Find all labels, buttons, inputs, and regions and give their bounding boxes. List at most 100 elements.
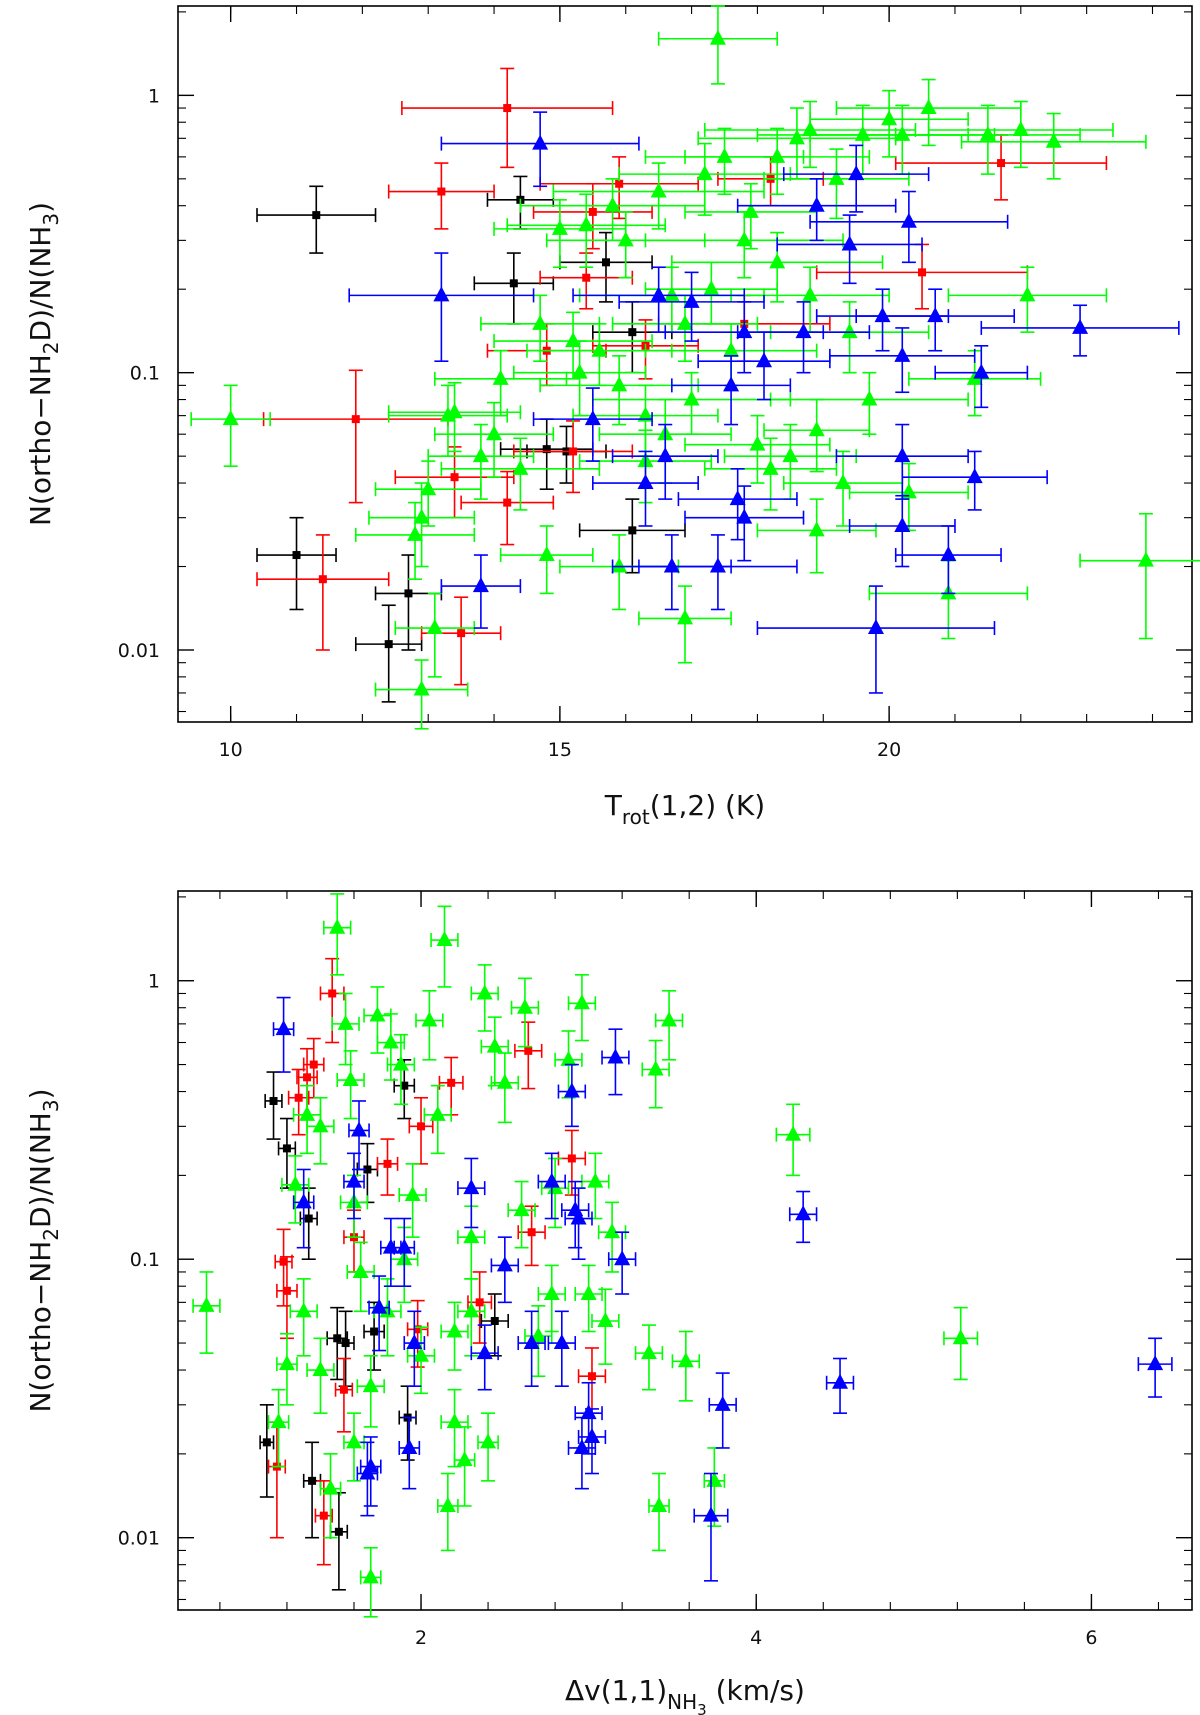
marker-square: [319, 1511, 328, 1520]
marker-square: [997, 159, 1006, 168]
marker-triangle: [538, 546, 555, 562]
data-point: [567, 1416, 597, 1490]
data-point: [331, 992, 360, 1066]
data-point: [591, 1288, 620, 1365]
marker-triangle: [782, 447, 799, 463]
marker-square: [450, 473, 459, 482]
data-point: [684, 127, 871, 196]
data-point: [943, 1306, 979, 1381]
marker-square: [304, 1214, 313, 1223]
marker-triangle: [396, 1238, 413, 1254]
marker-square: [503, 104, 512, 113]
marker-triangle: [894, 346, 911, 362]
data-point: [376, 1138, 399, 1196]
x-tick-label: 2: [415, 1627, 427, 1649]
marker-square: [339, 1385, 348, 1394]
data-point: [607, 1231, 637, 1295]
data-point: [401, 67, 614, 169]
marker-triangle: [476, 984, 493, 1000]
data-point: [648, 1472, 670, 1552]
marker-square: [524, 1046, 533, 1055]
marker-triangle: [486, 425, 503, 441]
marker-triangle: [841, 235, 858, 251]
data-point: [267, 1388, 290, 1468]
x-label-main: Δv(1,1): [565, 1674, 667, 1707]
x-tick-label: 4: [750, 1627, 762, 1649]
data-point: [477, 1412, 499, 1482]
data-point: [433, 401, 555, 478]
y-label-part: N(ortho−NH: [24, 1241, 57, 1413]
data-point: [190, 384, 271, 468]
data-point: [348, 1100, 370, 1171]
data-point: [398, 1163, 427, 1238]
data-point: [356, 1441, 379, 1517]
marker-triangle: [952, 1329, 969, 1345]
data-point: [769, 301, 930, 374]
data-point: [708, 1372, 737, 1449]
marker-square: [601, 258, 610, 267]
marker-triangle: [420, 480, 437, 496]
marker-triangle: [723, 341, 740, 357]
data-point: [334, 1357, 354, 1433]
marker-triangle: [492, 369, 509, 385]
data-point: [493, 311, 653, 380]
marker-triangle: [573, 1438, 590, 1454]
data-point: [440, 437, 601, 511]
y-tick-label: 0.01: [118, 640, 160, 662]
marker-square: [309, 1060, 318, 1069]
data-point: [697, 331, 831, 401]
data-point: [638, 585, 732, 664]
data-point: [763, 398, 871, 473]
data-point: [420, 596, 502, 686]
marker-square: [383, 1159, 392, 1168]
marker-triangle: [640, 1344, 657, 1360]
marker-triangle: [404, 1186, 421, 1202]
data-point: [577, 1347, 607, 1414]
marker-triangle: [683, 390, 700, 406]
marker-triangle: [392, 1055, 409, 1071]
data-point: [657, 5, 778, 85]
y-tick-label: 0.1: [130, 1249, 160, 1271]
data-point: [470, 964, 499, 1032]
marker-triangle: [650, 182, 667, 198]
y-tick-label: 1: [148, 85, 160, 107]
marker-square: [615, 179, 624, 188]
marker-square: [588, 207, 597, 216]
marker-square: [303, 1073, 312, 1082]
data-point: [490, 1052, 520, 1124]
marker-triangle: [429, 1105, 446, 1121]
marker-triangle: [736, 323, 753, 339]
marker-triangle: [426, 619, 443, 635]
series-black: [259, 1059, 509, 1591]
data-point: [368, 1275, 390, 1352]
marker-triangle: [894, 447, 911, 463]
marker-triangle: [637, 474, 654, 490]
marker-square: [292, 551, 301, 560]
marker-triangle: [788, 129, 805, 145]
data-point: [736, 178, 897, 242]
data-point: [394, 446, 515, 519]
y-label-part: D)/N(NH: [24, 1112, 57, 1228]
data-point: [394, 592, 476, 678]
data-point: [374, 460, 482, 527]
marker-triangle: [480, 1433, 497, 1449]
data-point: [537, 1152, 566, 1220]
marker-square: [413, 1325, 422, 1334]
data-point: [703, 437, 838, 511]
data-point: [368, 482, 476, 568]
data-point: [815, 243, 1029, 310]
data-point: [192, 1271, 221, 1354]
series-red: [267, 957, 607, 1566]
data-point: [693, 1472, 729, 1582]
x-label-rest: (1,2) (K): [650, 789, 766, 822]
marker-triangle: [683, 292, 700, 308]
data-point: [267, 1421, 287, 1539]
data-point: [557, 1063, 587, 1128]
data-point: [717, 156, 825, 207]
marker-triangle: [472, 577, 489, 593]
data-point: [256, 534, 390, 651]
marker-triangle: [439, 1496, 456, 1512]
data-point: [829, 327, 976, 394]
data-point: [460, 470, 555, 546]
data-point: [480, 1016, 509, 1087]
